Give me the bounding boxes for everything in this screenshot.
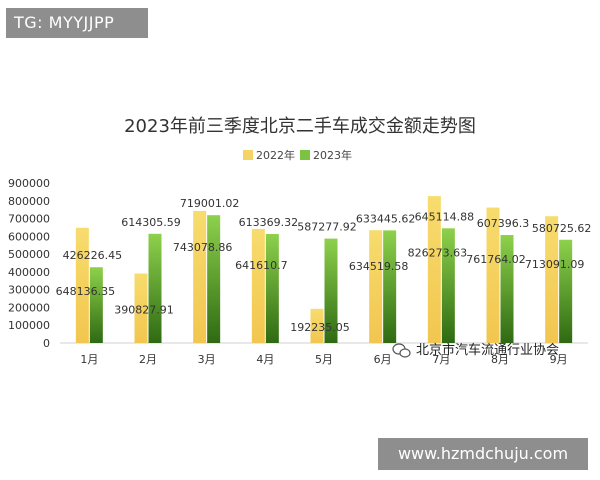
- bar-2022: [369, 230, 383, 343]
- bar-2022: [134, 273, 148, 343]
- data-label-2022: 641610.7: [235, 259, 288, 272]
- data-label-2022: 192235.05: [290, 321, 350, 334]
- bar-2023: [265, 233, 279, 343]
- y-tick-label: 800000: [8, 195, 50, 208]
- bar-2022: [545, 216, 559, 343]
- bar-2022: [427, 196, 441, 343]
- bar-2022: [75, 227, 89, 343]
- y-tick-label: 500000: [8, 248, 50, 261]
- data-label-2022: 648136.35: [56, 285, 116, 298]
- x-category-label: 9月: [550, 353, 568, 366]
- y-tick-label: 0: [43, 337, 50, 350]
- bar-2023: [148, 233, 162, 343]
- legend-label-2023: 2023年: [313, 148, 352, 162]
- bar-2023: [324, 238, 338, 343]
- x-category-label: 8月: [491, 353, 509, 366]
- data-labels: 426226.45 648136.35 614305.59 390827.91 7190…: [56, 197, 592, 334]
- data-label-2022: 761764.02: [466, 253, 526, 266]
- data-label-2022: 390827.91: [114, 304, 174, 317]
- data-label-2023: 633445.62: [356, 212, 416, 225]
- data-label-2023: 645114.88: [415, 210, 475, 223]
- bar-2022: [486, 207, 500, 343]
- bar-2023: [441, 228, 455, 343]
- bar-2023: [207, 215, 221, 343]
- bar-2023: [559, 239, 573, 343]
- data-label-2022: 634519.58: [349, 260, 409, 273]
- bars-group: [75, 196, 573, 343]
- bar-2022: [193, 210, 207, 343]
- x-category-label: 2月: [139, 353, 157, 366]
- data-label-2023: 607396.3: [477, 217, 530, 230]
- wechat-watermark: 北京市汽车流通行业协会: [392, 342, 559, 358]
- x-category-label: 4月: [256, 353, 274, 366]
- bar-2023: [383, 230, 397, 343]
- bar-2022: [310, 308, 324, 343]
- legend-swatch-2022: [243, 150, 253, 160]
- bar-2022: [251, 228, 265, 343]
- y-tick-label: 200000: [8, 301, 50, 314]
- x-category-label: 6月: [374, 353, 392, 366]
- data-label-2022: 743078.86: [173, 241, 233, 254]
- data-label-2023: 614305.59: [121, 216, 181, 229]
- y-tick-label: 300000: [8, 284, 50, 297]
- x-category-label: 7月: [432, 353, 450, 366]
- data-label-2022: 713091.09: [525, 258, 585, 271]
- bar-2023: [500, 235, 514, 343]
- legend-swatch-2023: [300, 150, 310, 160]
- y-tick-label: 100000: [8, 319, 50, 332]
- y-tick-label: 400000: [8, 266, 50, 279]
- data-label-2023: 719001.02: [180, 197, 240, 210]
- data-label-2023: 580725.62: [532, 222, 592, 235]
- y-tick-label: 700000: [8, 213, 50, 226]
- website-banner: www.hzmdchuju.com: [378, 438, 588, 470]
- data-label-2023: 587277.92: [297, 221, 357, 234]
- data-label-2023: 426226.45: [63, 249, 123, 262]
- legend: 2022年 2023年: [243, 148, 352, 162]
- y-tick-label: 900000: [8, 177, 50, 190]
- data-label-2022: 826273.63: [408, 246, 468, 259]
- chart-title: 2023年前三季度北京二手车成交金额走势图: [124, 116, 476, 137]
- x-category-label: 1月: [80, 353, 98, 366]
- x-category-label: 5月: [315, 353, 333, 366]
- x-category-label: 3月: [198, 353, 216, 366]
- data-label-2023: 613369.32: [239, 216, 299, 229]
- wechat-icon: [392, 343, 411, 358]
- watermark-tag: TG: MYYJJPP: [6, 8, 148, 38]
- watermark-text: 北京市汽车流通行业协会: [416, 342, 559, 358]
- y-tick-label: 600000: [8, 230, 50, 243]
- x-axis-categories: 1月 2月 3月 4月 5月 6月 7月 8月 9月: [80, 353, 567, 366]
- legend-label-2022: 2022年: [256, 148, 295, 162]
- bar-2023: [89, 267, 103, 343]
- y-axis: 0 100000 200000 300000 400000 500000 600000 700…: [8, 177, 50, 350]
